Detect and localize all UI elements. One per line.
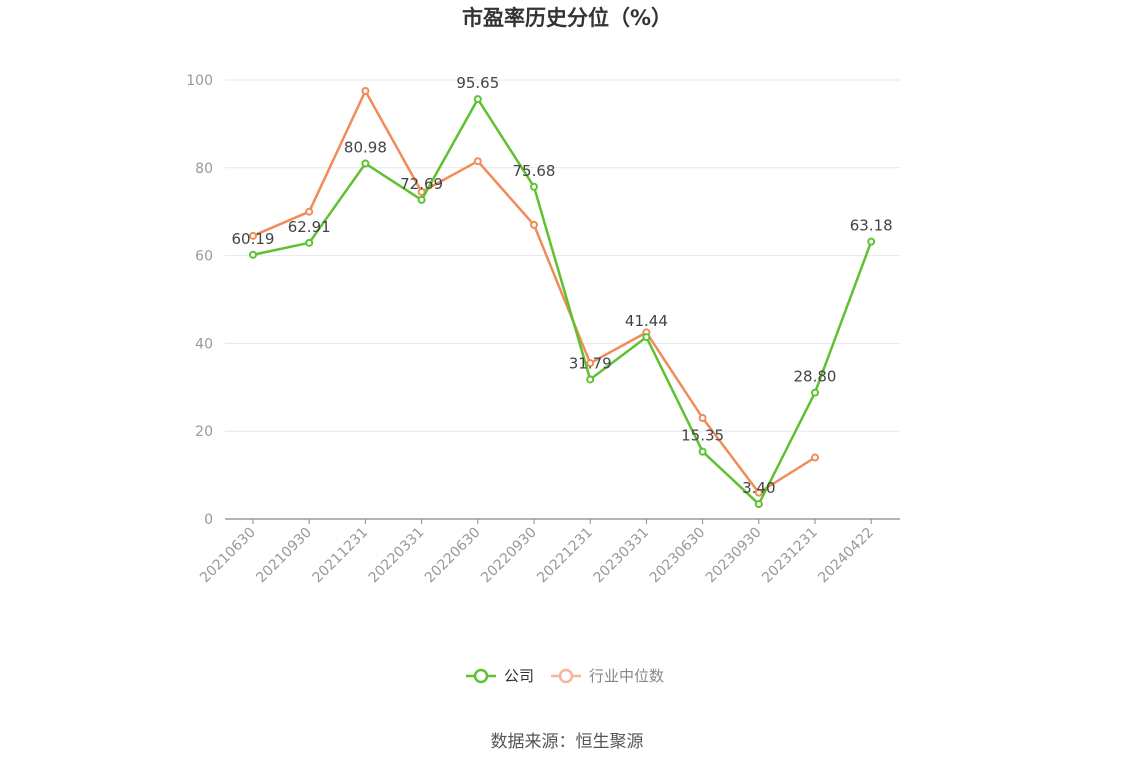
point-company-20231231 bbox=[811, 388, 819, 397]
x-tick-label-20230930: 20230930 bbox=[703, 525, 765, 587]
source-note: 数据来源：恒生聚源 bbox=[491, 732, 644, 752]
y-tick-label-20: 20 bbox=[195, 424, 213, 440]
x-tick-label-20220630: 20220630 bbox=[422, 525, 484, 587]
point-company-20211231 bbox=[361, 159, 370, 168]
x-tick-label-20221231: 20221231 bbox=[534, 525, 596, 587]
y-tick-label-80: 80 bbox=[195, 161, 213, 177]
legend[interactable]: 公司 行业中位数 bbox=[466, 667, 664, 685]
point-company-20221231 bbox=[586, 375, 595, 384]
point-company-20240422 bbox=[867, 237, 876, 246]
x-tick-label-20210630: 20210630 bbox=[197, 525, 259, 587]
point-company-20230630 bbox=[698, 447, 707, 456]
point-company-20210630 bbox=[249, 250, 257, 259]
data-label-20220930: 75.68 bbox=[513, 162, 556, 180]
y-tick-label-40: 40 bbox=[195, 336, 213, 352]
point-industry-20221231 bbox=[586, 359, 595, 368]
x-tick-label-20211231: 20211231 bbox=[310, 525, 372, 587]
series-line-company bbox=[252, 97, 873, 506]
x-tick-label-20240422: 20240422 bbox=[815, 525, 877, 587]
data-label-20230930: 3.40 bbox=[742, 479, 775, 497]
point-industry-20220630 bbox=[473, 157, 482, 166]
point-industry-20230630 bbox=[698, 414, 707, 423]
data-label-20210630: 60.19 bbox=[232, 230, 275, 248]
x-tick-label-20210930: 20210930 bbox=[253, 525, 315, 587]
data-label-20221231: 31.79 bbox=[569, 354, 612, 372]
data-labels: 60.19 62.91 80.98 72.69 95.65 75.68 31.79 41.44… bbox=[232, 74, 893, 497]
legend-swatch-marker-industry bbox=[558, 668, 574, 684]
x-tick-label-20230630: 20230630 bbox=[647, 525, 709, 587]
legend-label-industry: 行业中位数 bbox=[589, 667, 664, 685]
data-label-20210930: 62.91 bbox=[288, 218, 331, 236]
data-label-20231231: 28.80 bbox=[794, 368, 837, 386]
point-industry-20230930 bbox=[754, 488, 763, 497]
point-company-20220630 bbox=[473, 95, 482, 104]
x-tick-label-20220331: 20220331 bbox=[366, 525, 428, 587]
point-industry-20220331 bbox=[417, 187, 426, 196]
y-tick-label-0: 0 bbox=[204, 512, 213, 528]
x-tick-label-20231231: 20231231 bbox=[759, 525, 821, 587]
point-company-20210930 bbox=[305, 238, 314, 247]
legend-item-industry[interactable]: 行业中位数 bbox=[551, 667, 664, 685]
data-label-20230630: 15.35 bbox=[681, 427, 724, 445]
legend-label-company: 公司 bbox=[504, 667, 534, 685]
series-line-industry bbox=[252, 89, 816, 494]
point-company-20230930 bbox=[754, 500, 763, 509]
point-industry-20211231 bbox=[361, 86, 370, 95]
point-company-20230331 bbox=[642, 333, 651, 342]
data-label-20220331: 72.69 bbox=[400, 175, 443, 193]
data-label-20240422: 63.18 bbox=[850, 217, 893, 235]
y-tick-label-100: 100 bbox=[186, 73, 213, 89]
chart-title: 市盈率历史分位（%） bbox=[462, 6, 672, 30]
legend-swatch-marker-company bbox=[473, 668, 489, 684]
legend-item-company[interactable]: 公司 bbox=[466, 667, 534, 685]
point-company-20220930 bbox=[530, 182, 538, 191]
data-label-20220630: 95.65 bbox=[456, 74, 499, 92]
series-lines bbox=[249, 86, 876, 509]
point-industry-20210930 bbox=[305, 207, 314, 216]
data-label-20230331: 41.44 bbox=[625, 312, 668, 330]
point-industry-20220930 bbox=[530, 220, 538, 229]
data-label-20211231: 80.98 bbox=[344, 138, 387, 156]
x-tick-label-20230331: 20230331 bbox=[591, 525, 653, 587]
point-industry-20231231 bbox=[811, 453, 819, 462]
x-tick-label-20220930: 20220930 bbox=[478, 525, 540, 587]
grid-lines bbox=[225, 79, 900, 432]
point-company-20220331 bbox=[417, 195, 426, 204]
point-industry-20210630 bbox=[249, 231, 257, 240]
axes: 0204060801002021063020210930202112312022… bbox=[186, 73, 900, 586]
y-tick-label-60: 60 bbox=[195, 249, 213, 265]
